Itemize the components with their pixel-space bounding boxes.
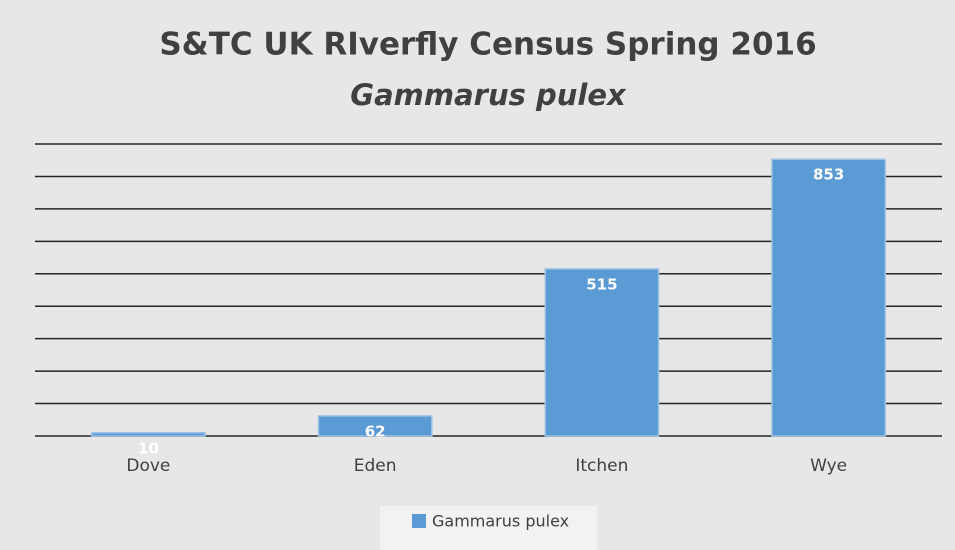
x-tick-label: Dove [126, 456, 170, 476]
x-tick-label: Wye [810, 456, 847, 476]
legend-swatch [412, 514, 426, 528]
bar [771, 158, 887, 437]
x-tick-label: Itchen [575, 456, 628, 476]
data-label: 853 [813, 166, 844, 184]
chart-subtitle: Gammarus pulex [350, 78, 627, 112]
data-label: 515 [586, 275, 617, 293]
x-tick-label: Eden [354, 456, 397, 476]
chart-title: S&TC UK RIverfly Census Spring 2016 [159, 27, 816, 63]
bar [317, 415, 433, 437]
data-label: 10 [138, 439, 159, 457]
data-label: 62 [365, 422, 386, 440]
bar [544, 268, 660, 437]
bar [90, 432, 206, 437]
legend-label: Gammarus pulex [432, 512, 569, 531]
